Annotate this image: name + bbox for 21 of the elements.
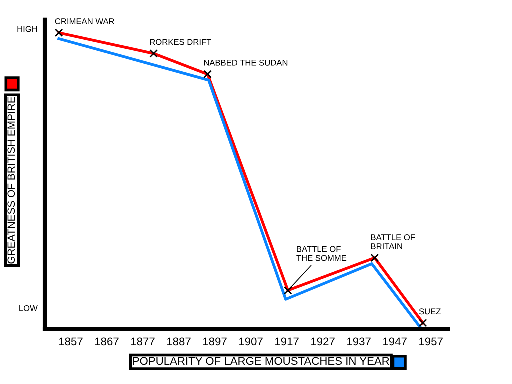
x-tick-label: 1887 xyxy=(168,338,191,346)
annotation: BATTLE OF THE SOMME xyxy=(296,246,347,262)
x-tick-label: 1897 xyxy=(204,338,227,346)
annotation: SUEZ xyxy=(419,308,441,315)
x-tick-label: 1947 xyxy=(384,338,407,346)
text: HIGH xyxy=(18,26,38,32)
x-tick-label: 1957 xyxy=(420,338,443,346)
x-tick-label: 1877 xyxy=(131,338,155,346)
x-tick-label: 1857 xyxy=(59,338,83,346)
annotation: BATTLE OF BRITAIN xyxy=(371,234,416,250)
x-tick-label: 1907 xyxy=(240,338,263,346)
annotation: NABBED THE SUDAN xyxy=(204,60,288,66)
x-tick-label: 1927 xyxy=(312,338,335,346)
text: LOW xyxy=(20,305,38,312)
annotation: CRIMEAN WAR xyxy=(55,18,114,24)
x-tick-label: 1917 xyxy=(276,338,299,346)
x-tick-label: 1867 xyxy=(95,338,119,346)
annotation: RORKES DRIFT xyxy=(150,39,212,46)
y-axis-title: GREATNESS OF BRITISH EMPIRE xyxy=(8,97,16,264)
x-tick-label: 1937 xyxy=(348,338,371,346)
x-axis-title: POPULARITY OF LARGE MOUSTACHES IN YEAR xyxy=(133,357,390,366)
